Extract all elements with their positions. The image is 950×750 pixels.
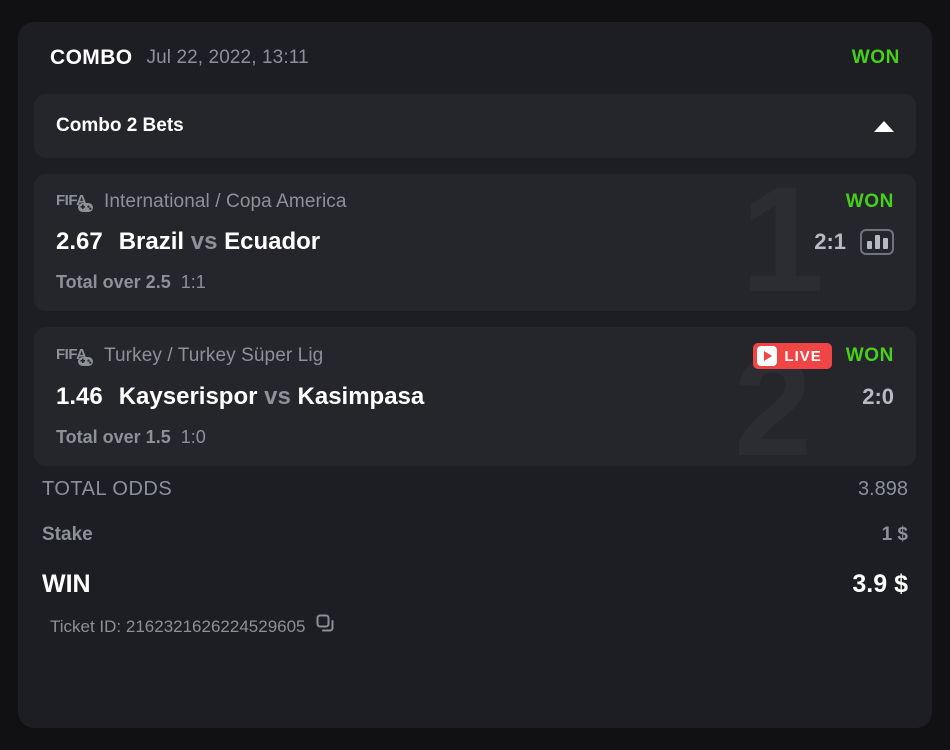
bet-selection-right: 2:1 bbox=[814, 229, 894, 255]
stake-row: Stake 1 $ bbox=[42, 512, 908, 558]
win-row: WIN 3.9 $ bbox=[42, 558, 908, 610]
fifa-logo-icon: FIFA bbox=[56, 190, 94, 214]
bet-header: FIFA International / Copa America WON bbox=[56, 190, 894, 214]
ticket-summary: TOTAL ODDS 3.898 Stake 1 $ WIN 3.9 $ Tic… bbox=[34, 466, 916, 639]
live-badge[interactable]: LIVE bbox=[753, 343, 832, 369]
ticket-id-row: Ticket ID: 2162321626224529605 bbox=[42, 614, 908, 639]
combo-title: Combo 2 Bets bbox=[56, 115, 184, 136]
vs-label: vs bbox=[190, 228, 218, 255]
stake-value: 1 $ bbox=[881, 524, 908, 545]
betslip-card: COMBO Jul 22, 2022, 13:11 WON Combo 2 Be… bbox=[18, 22, 932, 728]
away-team: Ecuador bbox=[224, 228, 321, 255]
bet-status-badge: WON bbox=[845, 191, 894, 212]
combo-toggle-bar[interactable]: Combo 2 Bets bbox=[34, 94, 916, 158]
market-score: 1:0 bbox=[180, 427, 206, 447]
copy-icon[interactable] bbox=[316, 614, 336, 639]
home-team: Kayserispor bbox=[118, 383, 258, 410]
match-score: 2:1 bbox=[814, 229, 846, 254]
bet-header: FIFA Turkey / Turkey Süper Lig LIVE WON bbox=[56, 343, 894, 369]
total-odds-value: 3.898 bbox=[857, 477, 908, 500]
market-score: 1:1 bbox=[180, 272, 206, 292]
ticket-id-text: Ticket ID: 2162321626224529605 bbox=[50, 616, 306, 636]
ticket-status-badge: WON bbox=[851, 47, 900, 68]
total-odds-row: TOTAL ODDS 3.898 bbox=[42, 466, 908, 512]
total-odds-label: TOTAL ODDS bbox=[42, 477, 173, 500]
win-label: WIN bbox=[42, 569, 91, 598]
league-name: International / Copa America bbox=[104, 191, 347, 212]
ticket-header: COMBO Jul 22, 2022, 13:11 WON bbox=[34, 22, 916, 94]
chevron-up-icon[interactable] bbox=[874, 120, 894, 132]
market-name: Total over 2.5 bbox=[56, 272, 171, 292]
stake-label: Stake bbox=[42, 524, 93, 545]
league-name: Turkey / Turkey Süper Lig bbox=[104, 345, 324, 366]
match-score: 2:0 bbox=[862, 384, 894, 409]
bet-match: Brazil vs Ecuador bbox=[119, 228, 320, 256]
bet-selection-right: 2:0 bbox=[862, 384, 894, 410]
play-icon bbox=[757, 346, 778, 366]
bet-market: Total over 2.5 1:1 bbox=[56, 272, 894, 293]
market-name: Total over 1.5 bbox=[56, 427, 171, 447]
bet-status-badge: WON bbox=[845, 345, 894, 366]
away-team: Kasimpasa bbox=[297, 383, 425, 410]
bet-row[interactable]: 2 FIFA Turkey / Turkey Süper Lig bbox=[34, 327, 916, 466]
bet-market: Total over 1.5 1:0 bbox=[56, 427, 894, 448]
fifa-logo-icon: FIFA bbox=[56, 344, 94, 368]
bet-header-right: WON bbox=[846, 191, 894, 213]
win-value: 3.9 $ bbox=[852, 569, 908, 598]
live-label: LIVE bbox=[784, 347, 822, 365]
bet-match: Kayserispor vs Kasimpasa bbox=[119, 383, 425, 411]
bet-selection: 1.46 Kayserispor vs Kasimpasa 2:0 bbox=[56, 383, 894, 411]
bet-row[interactable]: 1 FIFA International / Copa America WON bbox=[34, 174, 916, 311]
bet-header-right: LIVE WON bbox=[753, 343, 894, 369]
bet-selection: 2.67 Brazil vs Ecuador 2:1 bbox=[56, 228, 894, 256]
ticket-type-label: COMBO bbox=[50, 46, 133, 69]
home-team: Brazil bbox=[118, 228, 185, 255]
bar-chart-icon[interactable] bbox=[860, 229, 894, 255]
bet-odds: 1.46 bbox=[56, 383, 103, 410]
bet-odds: 2.67 bbox=[56, 228, 103, 255]
vs-label: vs bbox=[264, 383, 291, 410]
ticket-date: Jul 22, 2022, 13:11 bbox=[146, 47, 309, 68]
